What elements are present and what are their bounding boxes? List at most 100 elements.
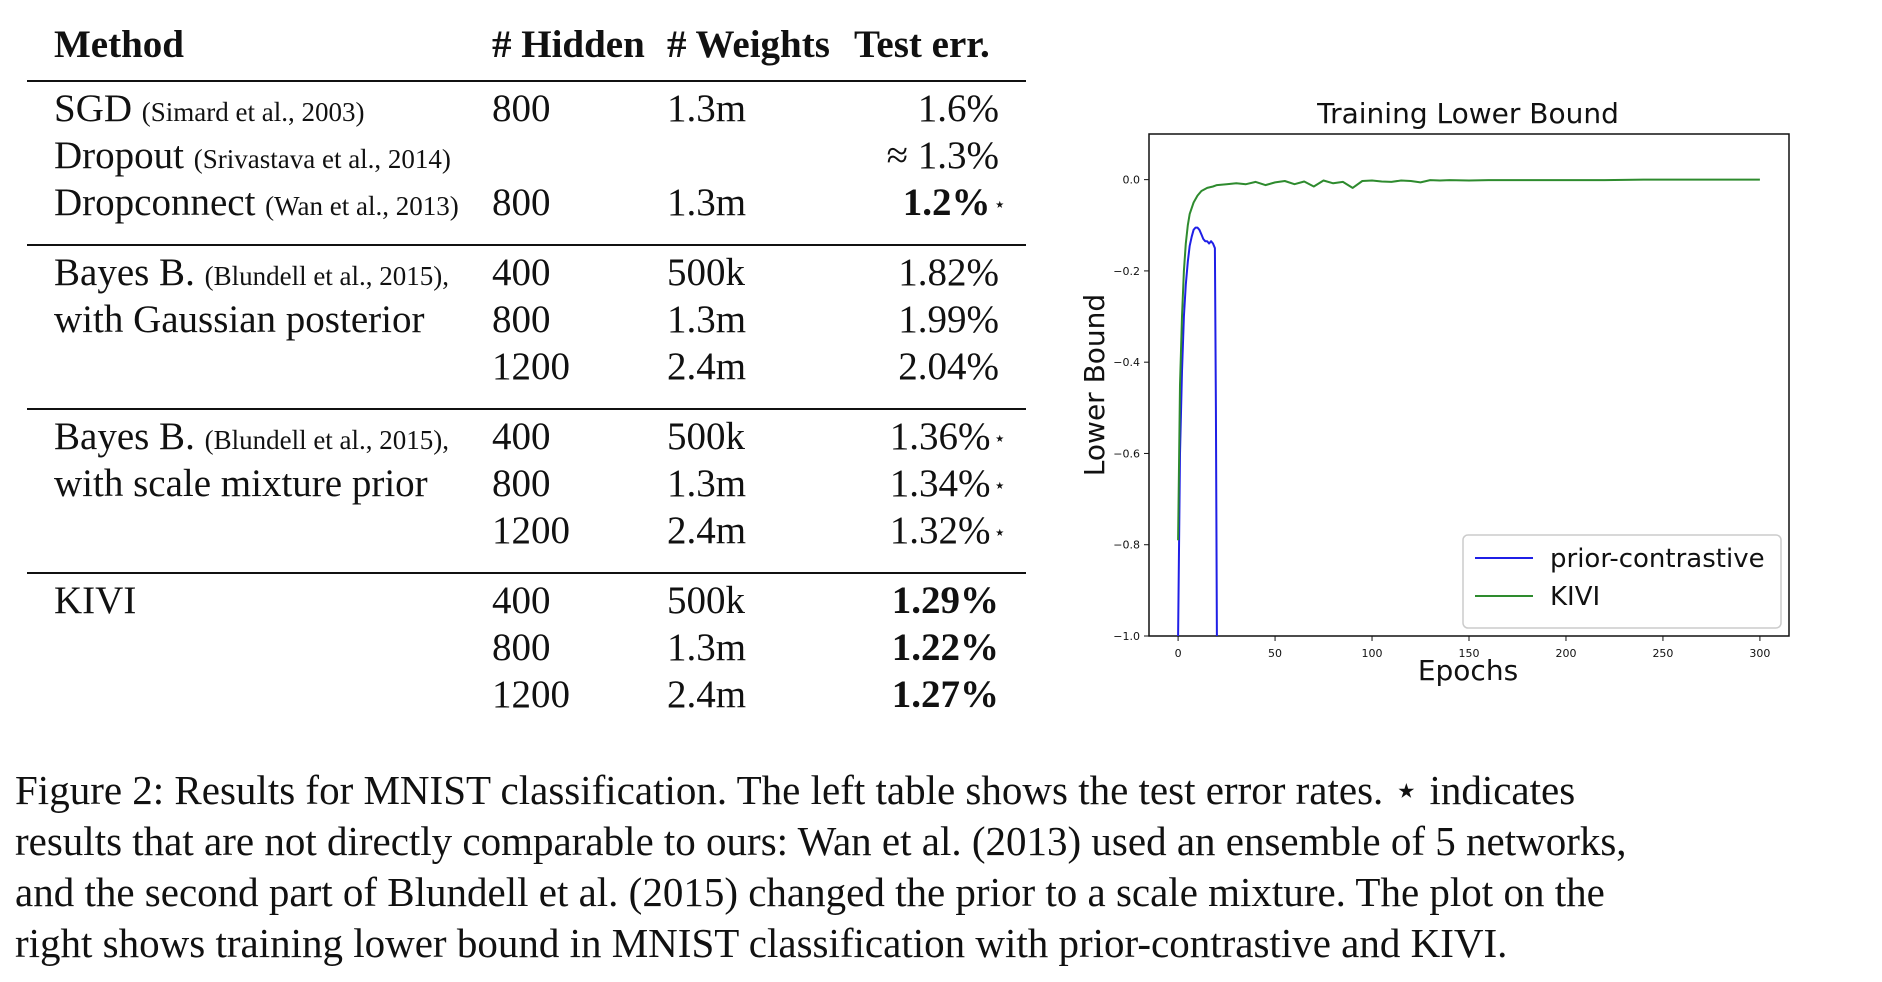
table-row: 800 1.3m 1.22% — [27, 625, 1026, 671]
citation: (Srivastava et al., 2014) — [193, 144, 451, 174]
cell-method: Bayes B. (Blundell et al., 2015), — [54, 414, 449, 463]
legend-label-prior-contrastive: prior-contrastive — [1550, 544, 1765, 574]
method-name: Bayes B. — [54, 251, 195, 294]
cell-hidden: 800 — [492, 298, 551, 341]
test-err-value: 1.32% — [889, 509, 991, 552]
test-err-value: 1.22% — [891, 626, 999, 669]
y-tick-label: 0.0 — [1123, 174, 1141, 187]
test-err-value: 2.04% — [898, 345, 999, 388]
results-table: Method # Hidden # Weights Test err. SGD … — [27, 22, 1026, 716]
y-tick-label: −1.0 — [1113, 630, 1140, 643]
header-method: Method — [54, 23, 184, 66]
table-row: 1200 2.4m 1.27% — [27, 672, 1026, 718]
star-marker: ⋆ — [993, 194, 1006, 216]
x-tick-label: 200 — [1555, 647, 1576, 660]
table-rule — [27, 244, 1026, 246]
cell-method: Bayes B. (Blundell et al., 2015), — [54, 250, 449, 299]
method-name: SGD — [54, 87, 133, 130]
method-name: Dropout — [54, 134, 184, 177]
y-tick-label: −0.6 — [1113, 447, 1140, 460]
star-marker: ⋆ — [993, 475, 1006, 497]
chart-title: Training Lower Bound — [1316, 97, 1619, 130]
cell-method: Dropout (Srivastava et al., 2014) — [54, 133, 451, 182]
cell-method: with scale mixture prior — [54, 461, 428, 507]
citation: (Simard et al., 2003) — [141, 97, 365, 127]
method-name: Bayes B. — [54, 415, 195, 458]
table-row: 1200 2.4m 1.32% ⋆ — [27, 508, 1026, 554]
table-row: Bayes B. (Blundell et al., 2015), 400 500k… — [27, 414, 1026, 460]
x-axis-label: Epochs — [1418, 654, 1518, 687]
cell-hidden: 400 — [492, 251, 551, 294]
cell-test-err: 1.29% — [892, 578, 999, 624]
cell-test-err: 1.27% — [892, 672, 999, 718]
caption-line: right shows training lower bound in MNIS… — [15, 920, 1508, 966]
test-err-value: 1.6% — [917, 87, 999, 130]
cell-method: Dropconnect (Wan et al., 2013) — [54, 180, 459, 229]
method-name: with Gaussian posterior — [54, 298, 425, 341]
test-err-value: 1.82% — [898, 251, 999, 294]
citation: (Wan et al., 2013) — [265, 191, 459, 221]
table-row: 1200 2.4m 2.04% — [27, 344, 1026, 390]
cell-hidden: 1200 — [492, 509, 570, 552]
cell-weights: 2.4m — [667, 673, 747, 716]
x-tick-label: 150 — [1459, 647, 1480, 660]
test-err-value: ≈ 1.3% — [886, 134, 999, 177]
x-tick-label: 300 — [1749, 647, 1770, 660]
series-line-kivi — [1177, 178, 1760, 541]
lower-bound-chart: Training Lower Bound 0 50 100 150 200 250 300 … — [1078, 97, 1790, 687]
series-line-prior-contrastive — [1177, 226, 1218, 637]
method-name: KIVI — [54, 579, 137, 622]
cell-test-err: 1.32% ⋆ — [890, 508, 1006, 554]
cell-weights: 2.4m — [667, 345, 747, 388]
cell-weights: 500k — [667, 415, 745, 458]
header-hidden: # Hidden — [492, 23, 645, 66]
x-tick-label: 50 — [1268, 647, 1282, 660]
table-rule — [27, 572, 1026, 574]
cell-hidden: 400 — [492, 415, 551, 458]
cell-weights: 500k — [667, 579, 745, 622]
table-row: SGD (Simard et al., 2003) 800 1.3m 1.6% — [27, 86, 1026, 132]
x-tick-label: 250 — [1652, 647, 1673, 660]
cell-hidden: 1200 — [492, 345, 570, 388]
table-row: with Gaussian posterior 800 1.3m 1.99% — [27, 297, 1026, 343]
citation: (Blundell et al., 2015), — [204, 425, 450, 455]
cell-hidden: 1200 — [492, 673, 570, 716]
cell-hidden: 800 — [492, 626, 551, 669]
cell-method: with Gaussian posterior — [54, 297, 424, 343]
test-err-value: 1.99% — [898, 298, 999, 341]
x-tick-label: 100 — [1362, 647, 1383, 660]
cell-weights: 2.4m — [667, 509, 747, 552]
y-axis: −1.0 −0.8 −0.6 −0.4 −0.2 0.0 — [1113, 174, 1149, 643]
method-name: Dropconnect — [54, 181, 256, 224]
y-tick-label: −0.2 — [1113, 265, 1140, 278]
y-tick-label: −0.4 — [1113, 356, 1140, 369]
cell-test-err: 2.04% — [898, 344, 999, 390]
series-lines — [1177, 178, 1760, 637]
test-err-value: 1.34% — [889, 462, 991, 505]
table-header: Method # Hidden # Weights Test err. — [27, 22, 1026, 82]
citation: (Blundell et al., 2015), — [204, 261, 450, 291]
legend: prior-contrastive KIVI — [1462, 534, 1782, 629]
cell-weights: 1.3m — [667, 626, 747, 669]
cell-method: KIVI — [54, 578, 136, 624]
y-tick-label: −0.8 — [1113, 539, 1140, 552]
table-row: Dropout (Srivastava et al., 2014) ≈ 1.3% — [27, 133, 1026, 179]
cell-hidden: 800 — [492, 181, 551, 224]
table-row: KIVI 400 500k 1.29% — [27, 578, 1026, 624]
cell-method: SGD (Simard et al., 2003) — [54, 86, 364, 135]
test-err-value: 1.36% — [889, 415, 991, 458]
caption-line: Figure 2: Results for MNIST classificati… — [15, 767, 1576, 813]
caption-line: and the second part of Blundell et al. (… — [15, 869, 1605, 915]
cell-hidden: 400 — [492, 579, 551, 622]
cell-test-err: 1.99% — [898, 297, 999, 343]
cell-weights: 1.3m — [667, 462, 747, 505]
legend-box — [1462, 534, 1782, 629]
cell-test-err: 1.82% — [898, 250, 999, 296]
cell-test-err: 1.22% — [892, 625, 999, 671]
test-err-value: 1.2% — [902, 181, 991, 224]
star-marker: ⋆ — [993, 522, 1006, 544]
cell-test-err: 1.2% ⋆ — [903, 180, 1006, 226]
cell-test-err: ≈ 1.3% — [887, 133, 999, 179]
x-axis: 0 50 100 150 200 250 300 — [1175, 636, 1770, 660]
caption-line: results that are not directly comparable… — [15, 818, 1627, 864]
